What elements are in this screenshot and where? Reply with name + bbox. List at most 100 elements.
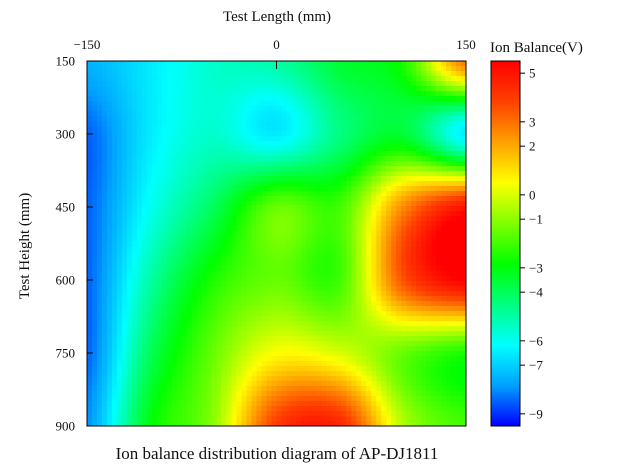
heatmap-cell bbox=[441, 271, 447, 277]
heatmap-cell bbox=[126, 321, 133, 327]
heatmap-cell bbox=[196, 226, 203, 232]
heatmap-cell bbox=[121, 176, 128, 182]
heatmap-cell bbox=[286, 196, 293, 202]
heatmap-cell bbox=[246, 351, 253, 357]
heatmap-cell bbox=[341, 141, 347, 147]
heatmap-cell bbox=[356, 96, 362, 102]
heatmap-cell bbox=[91, 141, 98, 147]
heatmap-cell bbox=[421, 166, 427, 172]
heatmap-cell bbox=[456, 91, 462, 97]
heatmap-cell bbox=[121, 366, 128, 372]
heatmap-cell bbox=[236, 266, 243, 272]
heatmap-cell bbox=[306, 66, 313, 72]
heatmap-cell bbox=[231, 166, 238, 172]
heatmap-cell bbox=[136, 351, 143, 357]
heatmap-cell bbox=[236, 61, 243, 67]
heatmap-cell bbox=[251, 286, 258, 292]
heatmap-cell bbox=[141, 61, 148, 67]
heatmap-cell bbox=[301, 326, 308, 332]
heatmap-cell bbox=[406, 186, 412, 192]
heatmap-cell bbox=[191, 361, 198, 367]
heatmap-cell bbox=[316, 321, 322, 327]
heatmap-cell bbox=[231, 196, 238, 202]
heatmap-cell bbox=[87, 181, 93, 187]
heatmap-cell bbox=[446, 296, 452, 302]
heatmap-cell bbox=[266, 221, 273, 227]
heatmap-cell bbox=[421, 306, 427, 312]
heatmap-cell bbox=[131, 366, 138, 372]
heatmap-cell bbox=[356, 361, 362, 367]
heatmap-cell bbox=[286, 101, 293, 107]
heatmap-cell bbox=[306, 176, 313, 182]
heatmap-cell bbox=[461, 306, 466, 312]
heatmap-cell bbox=[391, 366, 397, 372]
heatmap-cell bbox=[406, 356, 412, 362]
heatmap-cell bbox=[231, 126, 238, 132]
heatmap-cell bbox=[216, 186, 223, 192]
heatmap-cell bbox=[256, 181, 263, 187]
heatmap-cell bbox=[186, 261, 193, 267]
heatmap-cell bbox=[326, 101, 332, 107]
heatmap-cell bbox=[361, 81, 367, 87]
heatmap-cell bbox=[321, 111, 327, 117]
heatmap-cell bbox=[406, 251, 412, 257]
heatmap-cell bbox=[121, 341, 128, 347]
heatmap-cell bbox=[136, 281, 143, 287]
heatmap-cell bbox=[146, 386, 153, 392]
heatmap-cell bbox=[121, 206, 128, 212]
heatmap-cell bbox=[296, 246, 303, 252]
heatmap-cell bbox=[186, 216, 193, 222]
heatmap-cell bbox=[371, 281, 377, 287]
heatmap-cell bbox=[441, 116, 447, 122]
heatmap-cell bbox=[326, 61, 332, 67]
heatmap-cell bbox=[271, 176, 278, 182]
heatmap-cell bbox=[336, 71, 342, 77]
heatmap-cell bbox=[206, 351, 213, 357]
heatmap-cell bbox=[106, 81, 113, 87]
heatmap-cell bbox=[421, 381, 427, 387]
heatmap-cell bbox=[326, 191, 332, 197]
heatmap-cell bbox=[441, 101, 447, 107]
heatmap-cell bbox=[451, 326, 457, 332]
heatmap-cell bbox=[351, 366, 357, 372]
heatmap-cell bbox=[441, 96, 447, 102]
heatmap-cell bbox=[436, 256, 442, 262]
heatmap-cell bbox=[431, 281, 437, 287]
heatmap-cell bbox=[166, 151, 173, 157]
heatmap-cell bbox=[386, 331, 392, 337]
heatmap-cell bbox=[361, 131, 367, 137]
heatmap-cell bbox=[296, 136, 303, 142]
heatmap-cell bbox=[296, 346, 303, 352]
heatmap-cell bbox=[401, 131, 407, 137]
heatmap-cell bbox=[366, 361, 372, 367]
heatmap-cell bbox=[87, 86, 93, 92]
heatmap-cell bbox=[291, 386, 298, 392]
heatmap-cell bbox=[386, 131, 392, 137]
heatmap-cell bbox=[206, 76, 213, 82]
heatmap-cell bbox=[151, 276, 158, 282]
heatmap-cell bbox=[111, 351, 118, 357]
heatmap-cell bbox=[391, 186, 397, 192]
heatmap-cell bbox=[341, 291, 347, 297]
heatmap-cell bbox=[421, 226, 427, 232]
heatmap-cell bbox=[416, 321, 422, 327]
heatmap-cell bbox=[351, 166, 357, 172]
heatmap-cell bbox=[306, 246, 313, 252]
heatmap-cell bbox=[131, 291, 138, 297]
heatmap-cell bbox=[191, 131, 198, 137]
heatmap-cell bbox=[396, 141, 402, 147]
heatmap-cell bbox=[441, 66, 447, 72]
heatmap-cell bbox=[316, 236, 322, 242]
heatmap-cell bbox=[181, 91, 188, 97]
heatmap-cell bbox=[401, 346, 407, 352]
heatmap-cell bbox=[131, 326, 138, 332]
heatmap-cell bbox=[241, 306, 248, 312]
heatmap-cell bbox=[221, 66, 228, 72]
heatmap-cell bbox=[191, 101, 198, 107]
heatmap-cell bbox=[431, 251, 437, 257]
heatmap-cell bbox=[391, 146, 397, 152]
heatmap-cell bbox=[206, 326, 213, 332]
heatmap-cell bbox=[306, 61, 313, 67]
heatmap-cell bbox=[236, 86, 243, 92]
heatmap-cell bbox=[241, 101, 248, 107]
